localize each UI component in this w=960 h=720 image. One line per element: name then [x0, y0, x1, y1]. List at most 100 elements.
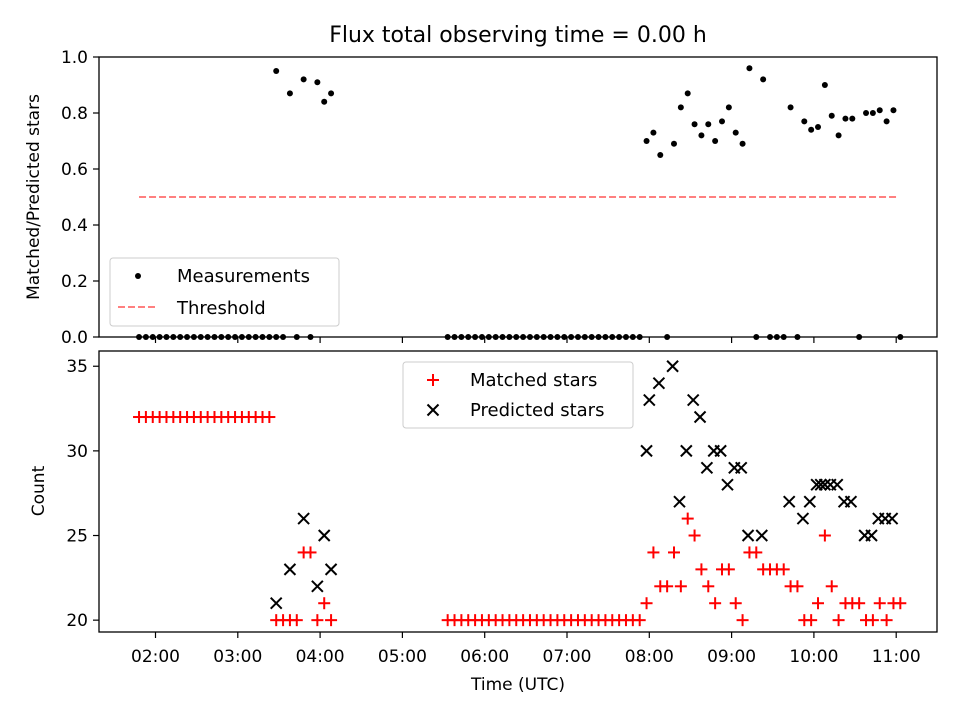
predicted-star-point: [885, 512, 899, 525]
measurement-point: [698, 132, 705, 139]
measurement-point: [684, 90, 691, 97]
matched-star-point: [702, 580, 715, 593]
measurement-point: [849, 115, 856, 122]
measurement-point: [273, 68, 280, 74]
bottom-x-tick-label: 05:00: [378, 647, 427, 667]
matched-star-point: [695, 563, 708, 576]
top-x-ticks: [154, 337, 897, 343]
predicted-star-point: [297, 512, 310, 525]
bottom-x-tick-label: 04:00: [296, 647, 345, 667]
bottom-y-tick-label: 35: [66, 357, 88, 377]
measurement-point: [712, 138, 719, 144]
matched-star-point: [304, 546, 317, 559]
bottom-x-axis: 02:00 03:00 04:00 05:00 06:00 07:00 08:00 09:00…: [131, 632, 921, 667]
measurement-point: [643, 138, 650, 144]
measurement-point: [314, 79, 321, 86]
top-panel: Flux total observing time = 0.00 h 0.00.…: [24, 23, 938, 348]
matched-legend-marker: [427, 374, 439, 386]
top-y-tick-label: 1.0: [61, 48, 88, 68]
predicted-star-point: [844, 495, 858, 508]
matched-star-point: [661, 580, 674, 593]
top-axes-frame: [98, 56, 938, 338]
measurement-point: [890, 107, 897, 114]
matched-star-point: [722, 563, 735, 576]
predicted-star-point: [865, 529, 878, 542]
top-legend-box: [109, 257, 340, 327]
measurement-point: [321, 98, 328, 105]
matched-star-point: [873, 597, 886, 610]
bottom-y-tick-label: 25: [66, 527, 88, 547]
predicted-star-point: [283, 563, 297, 576]
bottom-y-tick-label: 20: [66, 611, 88, 631]
bottom-plot-area: [133, 360, 907, 627]
predicted-star-point: [741, 529, 755, 542]
predicted-star-point: [700, 461, 714, 475]
measurement-point: [869, 110, 876, 116]
measurement-point: [718, 118, 725, 125]
top-plot-area: [136, 65, 904, 340]
matched-star-point: [736, 614, 749, 627]
matched-star-point: [853, 597, 866, 610]
bottom-x-tick-label: 11:00: [872, 647, 921, 667]
matched-star-point: [832, 614, 845, 627]
predicted-star-point: [783, 495, 796, 508]
predicted-star-point: [693, 410, 707, 424]
matched-star-point: [880, 614, 893, 627]
predicted-star-point: [818, 478, 832, 491]
measurements-legend-label: Measurements: [177, 266, 310, 287]
matched-star-point: [647, 546, 660, 559]
bottom-x-tick-label: 07:00: [543, 647, 592, 667]
predicted-star-point: [318, 529, 331, 542]
matched-star-point: [290, 614, 303, 627]
matched-star-point: [633, 614, 646, 627]
measurement-point: [328, 90, 335, 97]
measurement-point: [760, 76, 767, 83]
predicted-star-point: [640, 444, 653, 458]
predicted-star-point: [734, 461, 748, 475]
bottom-legend-box: [402, 361, 634, 429]
matched-star-point: [812, 597, 825, 610]
matched-star-point: [750, 546, 763, 559]
bottom-axes-frame: [98, 350, 938, 633]
matched-star-point: [825, 580, 838, 593]
measurement-point: [300, 76, 307, 83]
matched-star-point: [818, 529, 831, 542]
measurement-point: [650, 129, 657, 136]
predicted-star-point: [796, 512, 810, 525]
predicted-star-point: [831, 478, 844, 491]
predicted-star-point: [680, 444, 693, 458]
top-y-axis-label: Matched/Predicted stars: [24, 94, 44, 300]
measurement-point: [883, 118, 890, 125]
top-y-tick-label: 0.4: [61, 216, 88, 236]
matched-star-point: [777, 563, 790, 576]
matched-star-point: [894, 597, 907, 610]
matched-star-point: [681, 512, 694, 525]
predicted-star-point: [311, 580, 324, 593]
measurement-point: [876, 107, 883, 114]
bottom-y-axis-label: Count: [29, 465, 49, 516]
top-y-axis: 0.0 0.2 0.4 0.6 0.8 1.0: [61, 48, 99, 348]
measurement-point: [705, 121, 712, 128]
measurement-point: [677, 104, 684, 111]
predicted-star-point: [803, 495, 816, 508]
top-y-tick-label: 0.8: [61, 104, 88, 124]
matched-star-point: [640, 597, 653, 610]
bottom-x-tick-label: 03:00: [213, 647, 262, 667]
measurement-point: [842, 115, 849, 122]
matched-star-point: [311, 614, 324, 627]
bottom-x-tick-label: 08:00: [625, 647, 674, 667]
predicted-legend-label: Predicted stars: [470, 400, 604, 421]
measurement-point: [787, 104, 794, 111]
measurement-point: [821, 82, 828, 88]
matched-star-point: [674, 580, 687, 593]
bottom-x-tick-label: 09:00: [707, 647, 756, 667]
matched-legend-label: Matched stars: [470, 370, 597, 391]
top-y-tick-label: 0.2: [61, 272, 88, 292]
top-y-tick-label: 0.0: [61, 328, 88, 348]
measurement-point: [739, 140, 746, 147]
bottom-x-tick-label: 02:00: [131, 647, 180, 667]
measurement-point: [691, 121, 698, 128]
measurement-point: [808, 126, 815, 133]
measurement-point: [801, 118, 808, 125]
